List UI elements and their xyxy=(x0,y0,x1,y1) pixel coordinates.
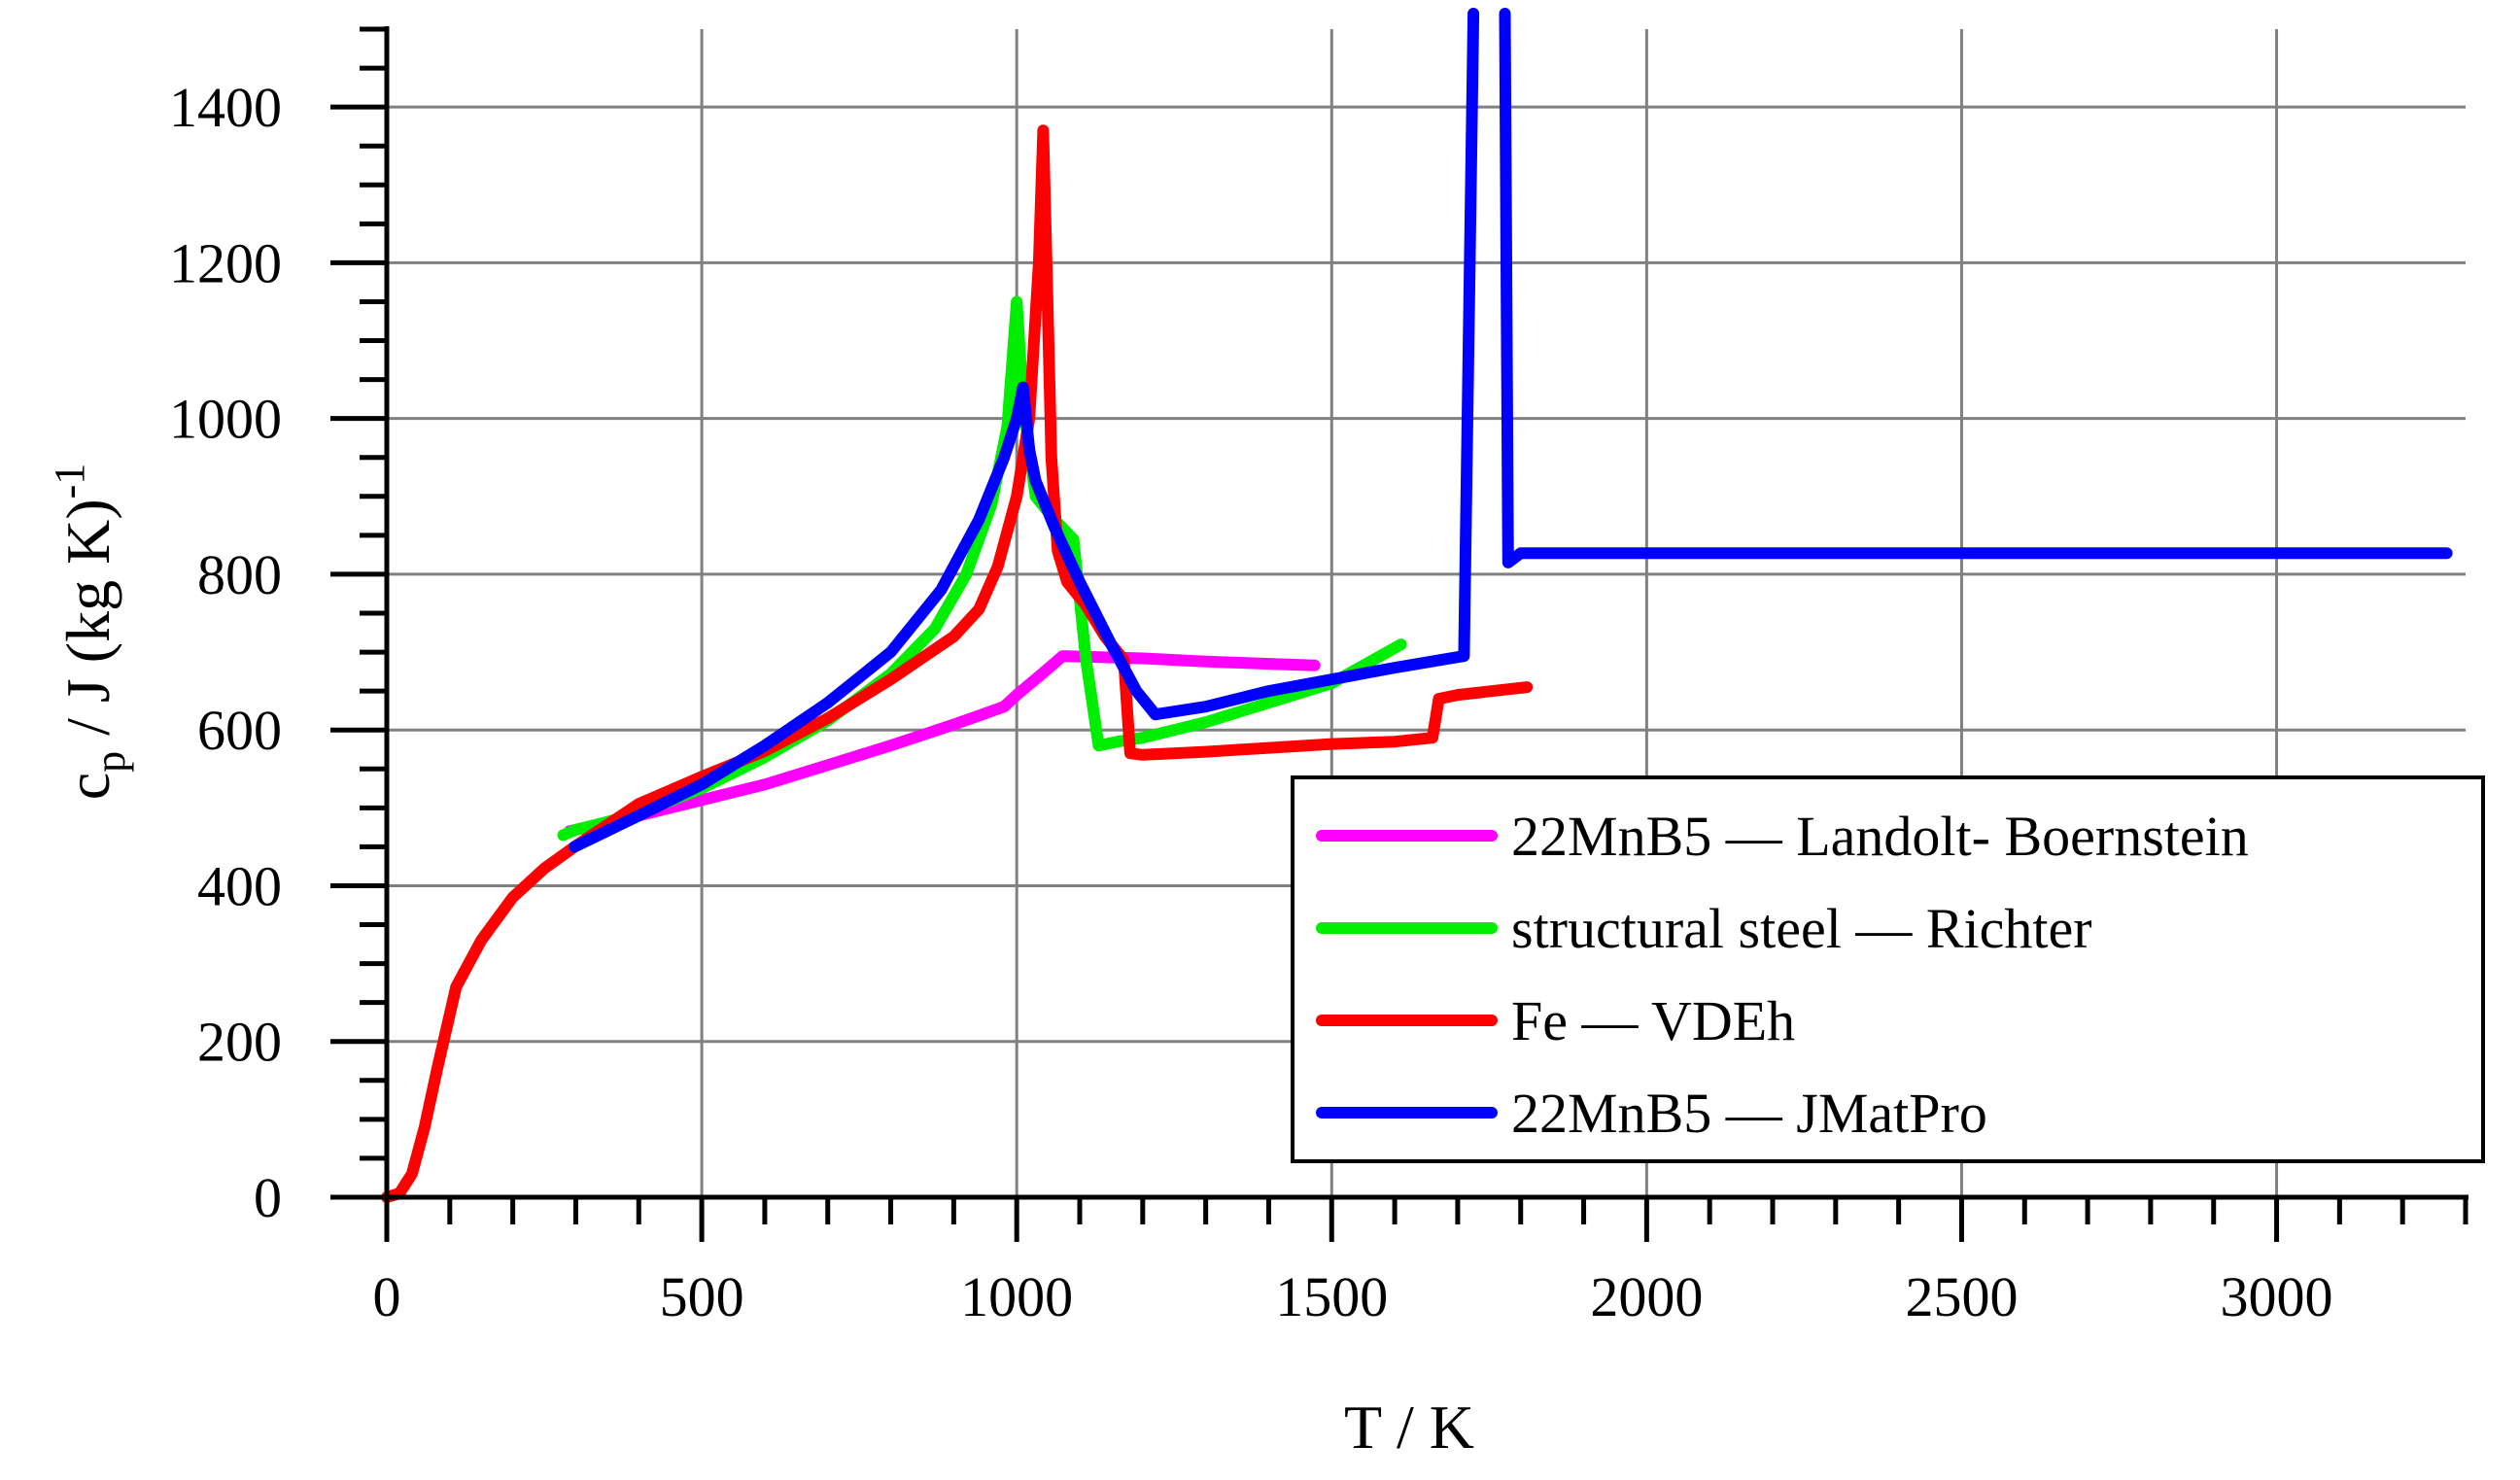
x-tick-label: 0 xyxy=(373,1265,401,1328)
series-line xyxy=(569,8,1480,853)
legend-item: structural steel — Richter xyxy=(1316,897,2092,960)
axes xyxy=(330,26,2468,1242)
tick-labels: 0 500 1000 1500 2000 2500 3000 0 200 400 600 800 100… xyxy=(169,76,2333,1328)
y-tick-label: 1200 xyxy=(169,231,282,294)
y-axis-title-units: / J (kg K) xyxy=(53,499,122,751)
legend-item: 22MnB5 — JMatPro xyxy=(1316,1082,1987,1145)
y-tick-label: 200 xyxy=(197,1011,282,1074)
legend-item: Fe — VDEh xyxy=(1316,989,1795,1052)
x-tick-label: 2000 xyxy=(1590,1265,1703,1328)
x-tick-label: 1000 xyxy=(960,1265,1073,1328)
legend-item: 22MnB5 — Landolt- Boernstein xyxy=(1316,805,2249,868)
y-axis-title-subscript: p xyxy=(86,751,134,773)
series-line xyxy=(1499,8,2453,568)
legend-label: 22MnB5 — Landolt- Boernstein xyxy=(1511,805,2249,868)
legend-label: structural steel — Richter xyxy=(1511,897,2092,960)
x-tick-label: 500 xyxy=(660,1265,744,1328)
series-layer xyxy=(381,8,2453,1203)
series-line xyxy=(564,650,1321,838)
series-line xyxy=(557,295,1407,842)
x-axis-title: T / K xyxy=(1344,1393,1474,1462)
legend-label: Fe — VDEh xyxy=(1511,989,1795,1052)
y-tick-label: 0 xyxy=(254,1166,282,1229)
y-tick-label: 1000 xyxy=(169,388,282,451)
grid xyxy=(387,29,2466,1197)
y-axis-title-superscript: -1 xyxy=(46,464,93,499)
legend-label: 22MnB5 — JMatPro xyxy=(1511,1082,1987,1145)
y-tick-label: 800 xyxy=(197,543,282,606)
x-tick-label: 1500 xyxy=(1275,1265,1388,1328)
legend: 22MnB5 — Landolt- Boernstein structural … xyxy=(1291,775,2485,1163)
y-axis-title: cp / J (kg K)-1 xyxy=(46,464,134,801)
y-tick-label: 1400 xyxy=(169,76,282,139)
y-tick-label: 400 xyxy=(197,854,282,917)
x-tick-label: 3000 xyxy=(2221,1265,2333,1328)
y-tick-label: 600 xyxy=(197,699,282,762)
y-axis-title-symbol: c xyxy=(53,773,122,800)
x-tick-label: 2500 xyxy=(1905,1265,2018,1328)
